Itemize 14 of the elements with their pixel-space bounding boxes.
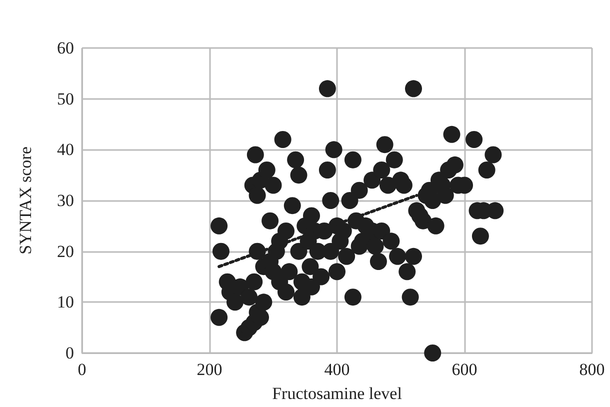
y-tick-label: 60 [57,38,74,58]
y-tick-label: 30 [57,191,74,210]
x-tick-label: 400 [324,360,350,379]
x-tick-label: 800 [579,360,605,379]
y-tick-label: 50 [57,89,74,108]
y-tick-label: 20 [57,242,74,261]
x-axis-title: Fructosamine level [272,384,402,403]
y-tick-label: 0 [66,344,74,362]
x-tick-label: 600 [452,360,478,379]
y-tick-label: 10 [57,292,74,312]
x-tick-label: 0 [78,360,86,379]
x-tick-label: 200 [196,360,222,379]
y-tick-label: 40 [57,140,74,160]
y-axis-title: SYNTAX score [16,146,35,254]
